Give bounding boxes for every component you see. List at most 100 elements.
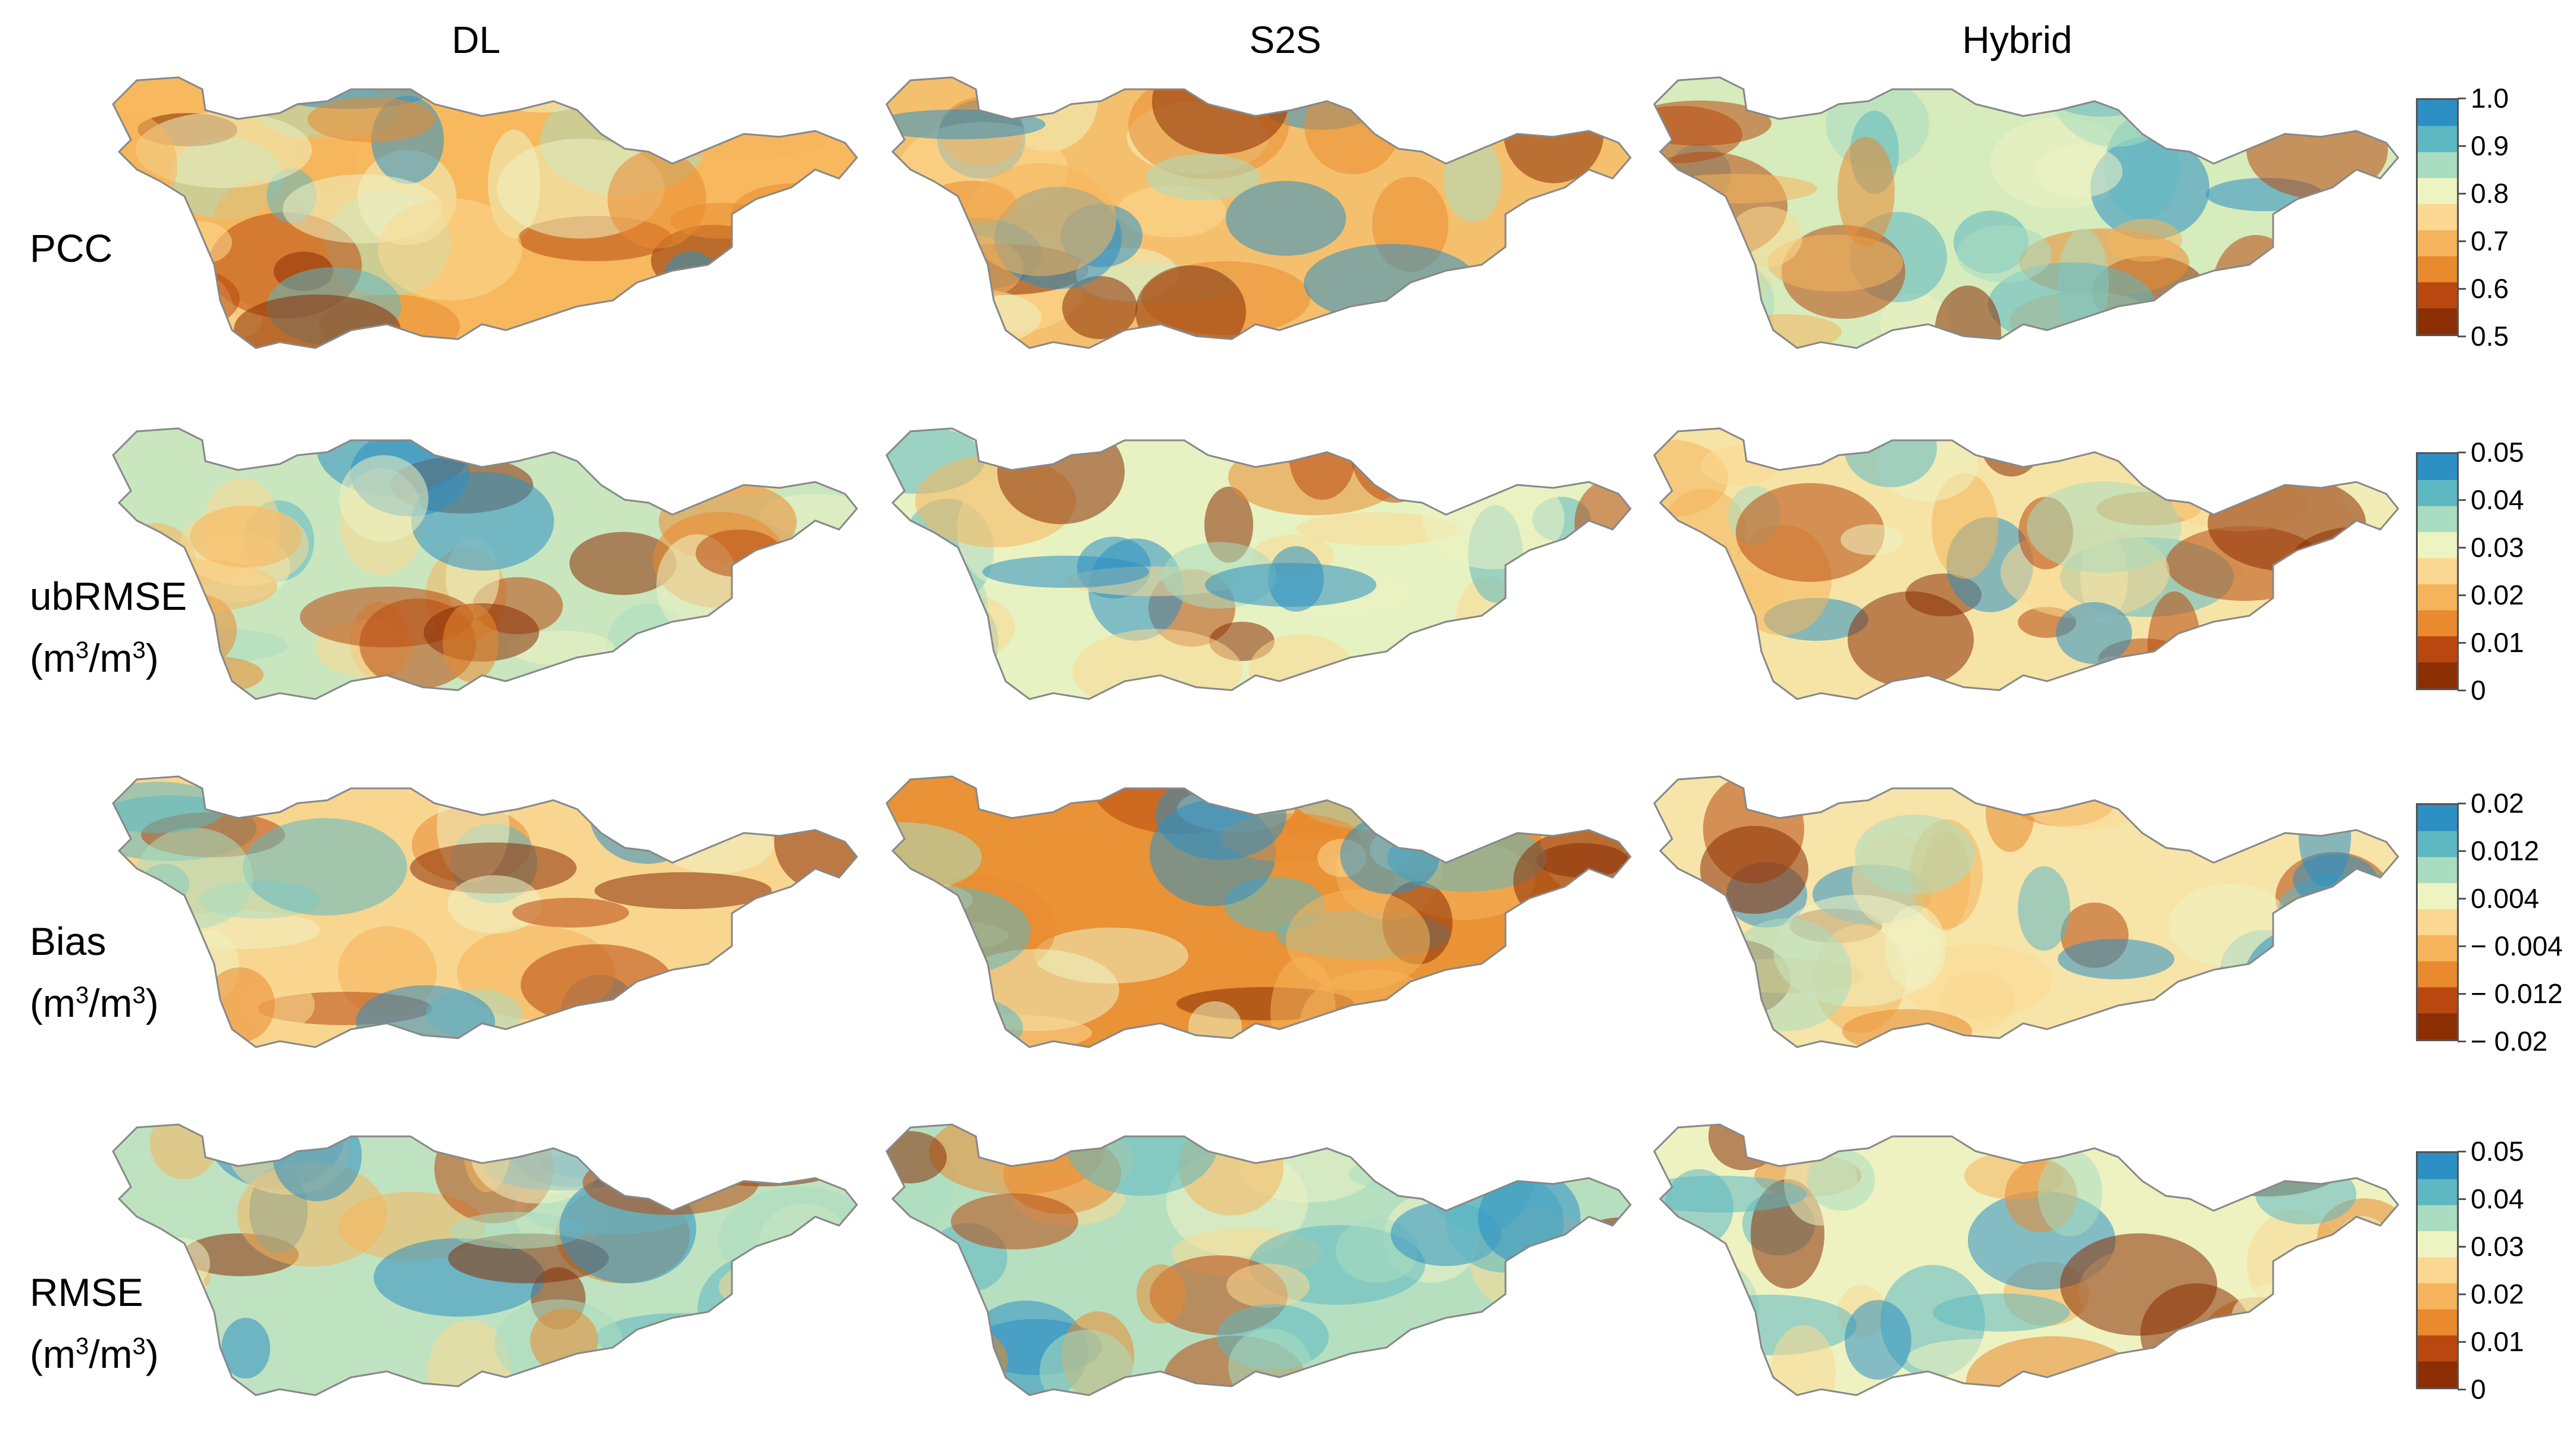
colorbar-tick-label: − 0.02 [2471,1026,2548,1057]
colorbar-tickmark [2458,288,2466,290]
row-label-unit: (m3/m3) [30,627,187,689]
colorbar-tick-label: 0.004 [2471,883,2540,914]
colorbar-tickmark [2458,898,2466,900]
colorbar-tickmark [2458,1293,2466,1295]
colorbar-tick-label: − 0.012 [2471,978,2563,1009]
colorbar-tick-label: 0.5 [2471,321,2509,352]
unit-part: /m [89,636,133,680]
row-label-main: Bias [30,919,107,963]
colorbar-pcc [2416,98,2459,336]
row-label-unit: (m3/m3) [30,972,159,1034]
colorbar-tickmark [2458,642,2466,644]
colorbar-tick-label: 0.012 [2471,835,2540,866]
colorbar-tick-label: 0.02 [2471,788,2524,819]
colorbar-bias [2416,803,2459,1041]
map-panel-ubrmse-dl [101,419,875,711]
unit-part: /m [89,981,133,1025]
colorbar-tick-label: 0.01 [2471,627,2524,658]
map-panel-pcc-s2s [875,68,1648,360]
colorbar-tickmark [2458,98,2466,99]
colorbar-tickmark [2458,499,2466,501]
column-title-hybrid: Hybrid [1962,18,2073,61]
map-panel-ubrmse-hybrid [1642,419,2416,711]
basin-map [885,427,1632,700]
colorbar-tickmark [2458,594,2466,596]
unit-part: ) [145,1332,159,1376]
unit-part: /m [89,1332,133,1376]
basin-map [1653,775,2399,1048]
row-label-unit: (m3/m3) [30,1323,159,1385]
map-panel-rmse-hybrid [1642,1116,2416,1407]
column-title-s2s: S2S [1249,18,1322,61]
colorbar-tick-label: 0.02 [2471,1279,2524,1310]
colorbar-tickmark [2458,945,2466,947]
basin-map [1653,76,2399,349]
colorbar-ubrmse [2416,452,2459,690]
colorbar-tickmark [2458,1151,2466,1152]
row-label-main: PCC [30,226,113,270]
unit-superscript: 3 [132,1333,146,1359]
colorbar-tick-label: 0.7 [2471,225,2509,256]
unit-part: (m [30,636,76,680]
basin-map [1653,1123,2399,1396]
basin-map [112,76,858,349]
colorbar-tickmark [2458,452,2466,453]
colorbar-tickmark [2458,336,2466,337]
row-label-pcc: PCC [30,217,112,279]
map-panel-ubrmse-s2s [875,419,1648,711]
colorbar-tick-label: 0 [2471,1374,2486,1405]
column-title-dl: DL [452,18,500,61]
basin-map [1653,427,2399,700]
map-panel-pcc-hybrid [1642,68,2416,360]
unit-part: ) [145,636,159,680]
map-panel-bias-hybrid [1642,768,2416,1059]
colorbar-tickmark [2458,993,2466,995]
colorbar-tickmark [2458,1341,2466,1343]
row-label-rmse: RMSE (m3/m3) [30,1261,159,1385]
colorbar-tickmark [2458,193,2466,195]
unit-superscript: 3 [132,637,146,663]
colorbar-tickmark [2458,1389,2466,1390]
row-label-ubrmse: ubRMSE (m3/m3) [30,565,187,689]
colorbar-tick-label: 0.8 [2471,178,2509,209]
colorbar-tickmark [2458,1041,2466,1042]
row-label-main: ubRMSE [30,574,187,618]
colorbar-tick-label: 0.01 [2471,1326,2524,1357]
unit-part: (m [30,1332,76,1376]
unit-superscript: 3 [75,982,89,1008]
map-panel-rmse-dl [101,1116,875,1407]
colorbar-tickmark [2458,803,2466,804]
colorbar-tick-label: 0.03 [2471,532,2524,563]
basin-map [885,1123,1632,1396]
map-panel-rmse-s2s [875,1116,1648,1407]
colorbar-tickmark [2458,240,2466,242]
map-panel-pcc-dl [101,68,875,360]
colorbar-tick-label: 0.04 [2471,484,2524,515]
colorbar-tickmark [2458,850,2466,852]
unit-superscript: 3 [75,1333,89,1359]
unit-superscript: 3 [132,982,146,1008]
basin-map [112,1123,858,1396]
colorbar-tick-label: 0.02 [2471,579,2524,610]
colorbar-tick-label: 0.05 [2471,437,2524,468]
unit-superscript: 3 [75,637,89,663]
colorbar-tick-label: 0 [2471,675,2486,706]
colorbar-tick-label: 0.05 [2471,1136,2524,1167]
colorbar-tickmark [2458,1246,2466,1248]
colorbar-tick-label: 0.04 [2471,1183,2524,1214]
colorbar-tick-label: 1.0 [2471,83,2509,114]
unit-part: (m [30,981,76,1025]
basin-map [112,775,858,1048]
colorbar-tick-label: 0.6 [2471,273,2509,304]
colorbar-tickmark [2458,547,2466,549]
unit-part: ) [145,981,159,1025]
basin-map [885,76,1632,349]
basin-map [885,775,1632,1048]
colorbar-tickmark [2458,145,2466,147]
colorbar-tick-label: 0.03 [2471,1231,2524,1262]
row-label-main: RMSE [30,1270,143,1314]
basin-map [112,427,858,700]
colorbar-tickmark [2458,690,2466,691]
map-panel-bias-dl [101,768,875,1059]
colorbar-tickmark [2458,1198,2466,1200]
